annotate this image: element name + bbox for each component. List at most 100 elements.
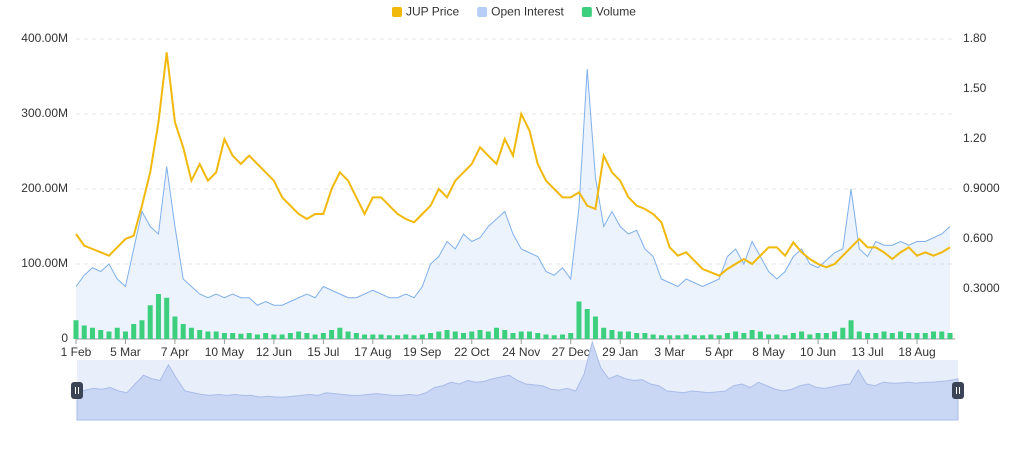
x-tick-label: 8 May	[752, 345, 785, 359]
x-tick-label: 5 Mar	[110, 345, 141, 359]
bar	[823, 333, 829, 339]
bar	[815, 333, 821, 339]
bar	[452, 331, 458, 339]
legend-swatch	[392, 7, 402, 17]
legend-label: Volume	[596, 5, 636, 19]
bar	[724, 333, 730, 339]
bar	[807, 334, 813, 339]
bar	[642, 333, 648, 339]
legend-item[interactable]: Volume	[581, 5, 636, 19]
bar	[403, 334, 409, 339]
bar	[320, 333, 326, 339]
legend-item[interactable]: JUP Price	[392, 5, 459, 19]
bar	[419, 334, 425, 339]
legend-label: Open Interest	[491, 5, 564, 19]
x-tick-label: 10 May	[205, 345, 244, 359]
bar	[625, 331, 631, 339]
y-tick-label: 0	[61, 331, 68, 345]
bar	[213, 331, 219, 339]
bar	[122, 331, 128, 339]
bar	[609, 330, 615, 339]
bar	[337, 327, 343, 339]
x-tick-label: 7 Apr	[161, 345, 189, 359]
bar	[568, 333, 574, 339]
bar	[444, 330, 450, 339]
bar	[81, 325, 87, 339]
bar	[592, 316, 598, 339]
bar	[782, 335, 788, 339]
bar	[898, 331, 904, 339]
bar	[601, 327, 607, 339]
legend-label: JUP Price	[406, 5, 459, 19]
x-tick-label: 12 Jun	[256, 345, 292, 359]
bar	[510, 333, 516, 339]
x-tick-label: 19 Sep	[403, 345, 441, 359]
y2-tick-label: 1.50	[963, 81, 987, 95]
navigator-handle[interactable]	[71, 382, 83, 399]
bar	[881, 331, 887, 339]
bar	[766, 334, 772, 339]
x-tick-label: 17 Aug	[354, 345, 391, 359]
bar	[576, 301, 582, 339]
bar	[155, 294, 161, 339]
bar	[832, 331, 838, 339]
bar	[733, 331, 739, 339]
legend-swatch	[477, 7, 488, 17]
bar	[708, 334, 714, 339]
bar	[172, 316, 178, 339]
bar	[543, 334, 549, 339]
bar	[353, 333, 359, 339]
legend-item[interactable]: Open Interest	[477, 5, 565, 19]
bar	[362, 334, 368, 339]
y2-tick-label: 1.20	[963, 131, 987, 145]
x-tick-label: 27 Dec	[552, 345, 590, 359]
bar	[296, 331, 302, 339]
bar	[485, 331, 491, 339]
navigator-handle[interactable]	[952, 382, 964, 399]
bar	[238, 333, 244, 339]
bar	[131, 324, 137, 339]
bar	[617, 331, 623, 339]
bar	[774, 334, 780, 339]
bar	[279, 334, 285, 339]
bar	[526, 331, 532, 339]
y-tick-label: 400.00M	[21, 31, 68, 45]
bar	[840, 327, 846, 339]
bar	[386, 335, 392, 339]
bar	[197, 330, 203, 339]
bar	[856, 331, 862, 339]
bar	[502, 330, 508, 339]
x-tick-label: 5 Apr	[705, 345, 733, 359]
y2-tick-label: 0.9000	[963, 181, 1000, 195]
bar	[716, 335, 722, 339]
bar	[312, 334, 318, 339]
bar	[848, 320, 854, 339]
bar	[889, 333, 895, 339]
bar	[650, 334, 656, 339]
bar	[922, 333, 928, 339]
bar	[98, 330, 104, 339]
bar	[939, 331, 945, 339]
bar	[164, 297, 170, 339]
bar	[518, 331, 524, 339]
bar	[931, 331, 937, 339]
bar	[428, 333, 434, 339]
area	[76, 69, 950, 339]
line	[75, 52, 951, 277]
bar	[378, 334, 384, 339]
bar	[114, 327, 120, 339]
bar	[147, 305, 153, 339]
bar	[873, 333, 879, 339]
bar	[947, 333, 953, 339]
bar	[658, 335, 664, 339]
bar	[188, 327, 194, 339]
x-tick-label: 29 Jan	[602, 345, 638, 359]
x-tick-label: 3 Mar	[654, 345, 685, 359]
y-tick-label: 300.00M	[21, 106, 68, 120]
bar	[914, 333, 920, 339]
bar	[271, 334, 277, 339]
x-tick-label: 22 Oct	[454, 345, 490, 359]
bar	[263, 333, 269, 339]
x-tick-label: 18 Aug	[898, 345, 935, 359]
bar	[667, 335, 673, 339]
